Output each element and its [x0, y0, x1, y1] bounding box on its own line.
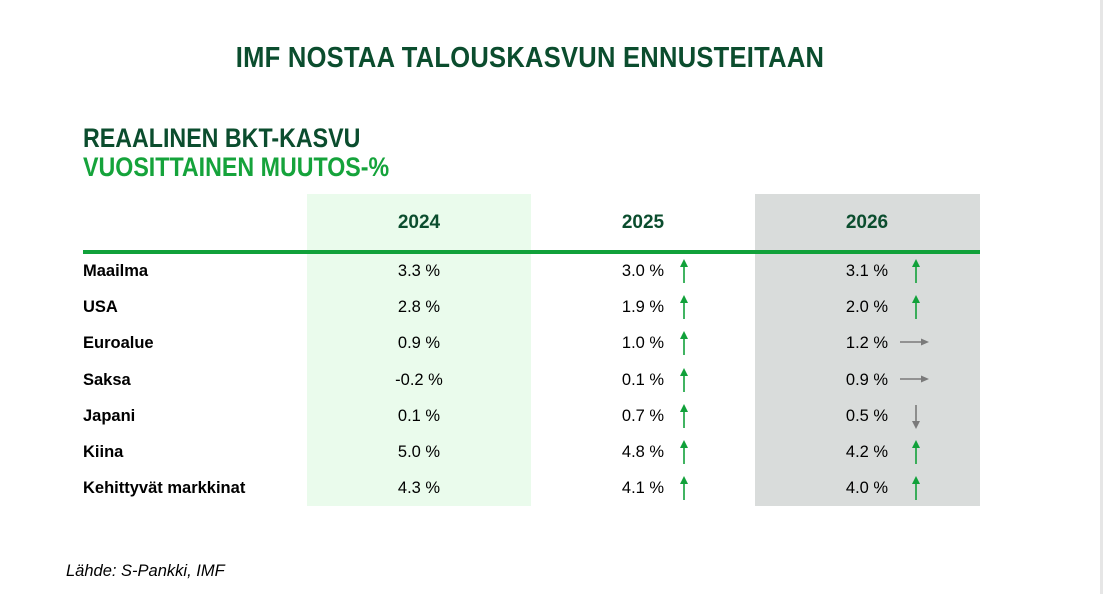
value-cell-2024: 2.8 %	[397, 298, 441, 317]
chart-subtitle: REAALINEN BKT-KASVU	[83, 123, 361, 153]
trend-arrow-right-icon	[900, 338, 929, 346]
trend-arrow-up-icon	[912, 476, 920, 501]
trend-arrow-up-icon	[680, 367, 688, 392]
table-row: USA 2.8 % 1.9 % 2.0 %	[0, 295, 1103, 334]
value-cell-2026: 0.9 %	[845, 370, 889, 389]
value-cell-2026: 3.1 %	[845, 262, 889, 280]
page-edge	[1100, 0, 1103, 594]
value-cell-2025: 0.7 %	[621, 406, 665, 425]
value-cell-2026: 1.2 %	[845, 334, 889, 353]
row-label: Japani	[83, 406, 136, 425]
trend-arrow-up-icon	[912, 259, 920, 283]
value-cell-2024: 5.0 %	[397, 443, 441, 461]
header-divider	[83, 250, 980, 254]
value-cell-2025: 0.1 %	[621, 370, 665, 389]
value-cell-2025: 1.9 %	[621, 298, 665, 317]
column-2026-background	[755, 194, 980, 506]
trend-arrow-up-icon	[680, 476, 688, 501]
value-cell-2024: 0.9 %	[397, 334, 441, 353]
value-cell-2024: 0.1 %	[397, 406, 441, 425]
row-label: Saksa	[83, 370, 131, 389]
row-label: Maailma	[83, 262, 149, 280]
row-label: Euroalue	[83, 334, 154, 353]
value-cell-2024: -0.2 %	[395, 370, 443, 389]
row-label: Kiina	[83, 443, 124, 461]
trend-arrow-up-icon	[680, 440, 688, 464]
column-header-2025: 2025	[621, 212, 665, 233]
value-cell-2025: 4.1 %	[621, 479, 665, 498]
value-cell-2026: 4.2 %	[845, 443, 889, 461]
column-header-2024: 2024	[397, 212, 441, 233]
value-cell-2024: 3.3 %	[397, 262, 441, 280]
row-label: USA	[83, 298, 118, 317]
trend-arrow-up-icon	[680, 295, 688, 320]
trend-arrow-down-icon	[912, 404, 920, 429]
value-cell-2026: 2.0 %	[845, 298, 889, 317]
table-row: Maailma 3.3 % 3.0 % 3.1 %	[0, 259, 1103, 298]
value-cell-2025: 1.0 %	[621, 334, 665, 353]
table-row: Kiina 5.0 % 4.8 % 4.2 %	[0, 440, 1103, 479]
value-cell-2026: 0.5 %	[845, 406, 889, 425]
trend-arrow-up-icon	[680, 259, 688, 283]
value-cell-2025: 4.8 %	[621, 443, 665, 461]
row-label: Kehittyvät markkinat	[83, 479, 246, 498]
column-2024-background	[307, 194, 531, 506]
chart-unit-subtitle: VUOSITTAINEN MUUTOS-%	[83, 152, 390, 182]
column-header-2026: 2026	[845, 212, 889, 233]
table-row: Euroalue 0.9 % 1.0 % 1.2 %	[0, 331, 1103, 370]
trend-arrow-up-icon	[680, 403, 688, 428]
table-row: Japani 0.1 % 0.7 % 0.5 %	[0, 403, 1103, 443]
value-cell-2025: 3.0 %	[621, 262, 665, 280]
trend-arrow-up-icon	[912, 440, 920, 464]
trend-arrow-right-icon	[900, 375, 929, 383]
trend-arrow-up-icon	[680, 331, 688, 356]
value-cell-2024: 4.3 %	[397, 479, 441, 498]
table-row: Saksa -0.2 % 0.1 % 0.9 %	[0, 367, 1103, 407]
trend-arrow-up-icon	[912, 295, 920, 320]
value-cell-2026: 4.0 %	[845, 479, 889, 498]
source-note: Lähde: S-Pankki, IMF	[66, 562, 225, 580]
page-title: IMF NOSTAA TALOUSKASVUN ENNUSTEITAAN	[235, 42, 825, 74]
table-row: Kehittyvät markkinat 4.3 % 4.1 % 4.0 %	[0, 476, 1103, 515]
